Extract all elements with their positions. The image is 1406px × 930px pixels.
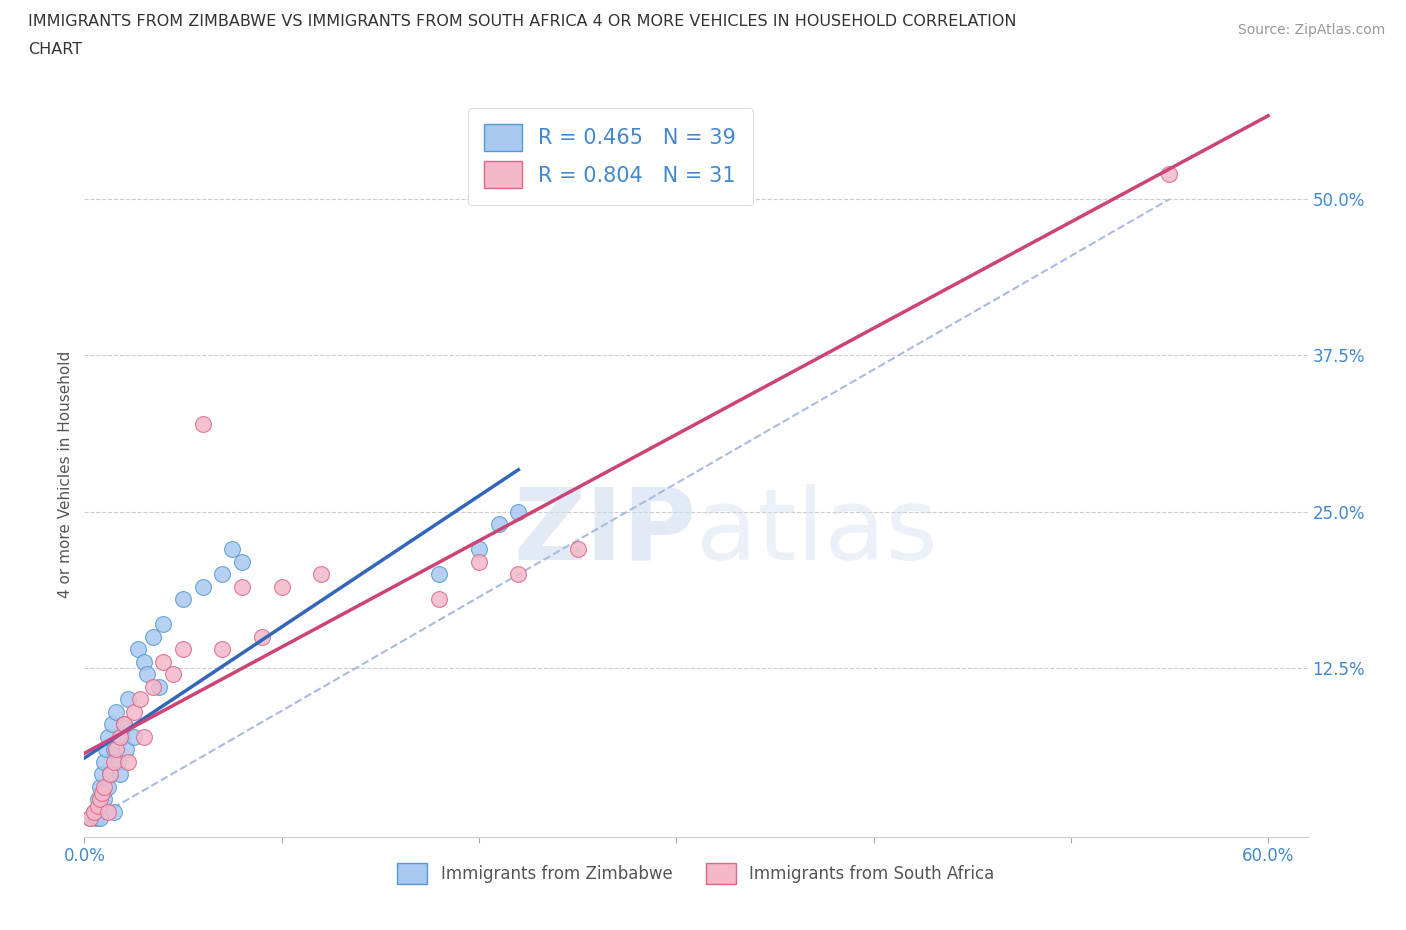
Point [89, 779, 111, 794]
Point [136, 667, 159, 682]
Point [114, 742, 136, 757]
Point [87, 792, 110, 807]
Point [231, 554, 253, 569]
Point [117, 754, 139, 769]
Point [309, 567, 332, 582]
Point [231, 579, 253, 594]
Point [211, 642, 233, 657]
Text: IMMIGRANTS FROM ZIMBABWE VS IMMIGRANTS FROM SOUTH AFRICA 4 OR MORE VEHICLES IN H: IMMIGRANTS FROM ZIMBABWE VS IMMIGRANTS F… [28, 14, 1017, 29]
Point [122, 705, 145, 720]
Point [84, 811, 107, 826]
Point [122, 729, 145, 744]
Point [191, 417, 214, 432]
Point [97, 729, 120, 744]
Point [91, 786, 114, 801]
Point [152, 655, 174, 670]
Point [132, 655, 155, 670]
Text: ZIP: ZIP [513, 484, 696, 581]
Point [508, 567, 530, 582]
Point [117, 692, 139, 707]
Point [103, 754, 125, 769]
Point [97, 779, 120, 794]
Point [112, 717, 135, 732]
Point [91, 767, 114, 782]
Point [148, 680, 170, 695]
Point [567, 542, 589, 557]
Point [79, 811, 101, 826]
Point [172, 642, 194, 657]
Point [429, 567, 451, 582]
Legend: Immigrants from Zimbabwe, Immigrants from South Africa: Immigrants from Zimbabwe, Immigrants fro… [391, 857, 1001, 890]
Point [83, 804, 105, 819]
Point [508, 504, 530, 519]
Point [221, 542, 243, 557]
Point [103, 804, 125, 819]
Point [128, 692, 150, 707]
Point [104, 742, 127, 757]
Point [250, 630, 273, 644]
Text: CHART: CHART [28, 42, 82, 57]
Point [112, 717, 135, 732]
Point [108, 767, 131, 782]
Point [468, 554, 491, 569]
Point [107, 754, 129, 769]
Point [429, 591, 451, 606]
Point [142, 680, 165, 695]
Point [104, 705, 127, 720]
Point [162, 667, 184, 682]
Point [93, 779, 115, 794]
Point [468, 542, 491, 557]
Point [172, 591, 194, 606]
Point [270, 579, 292, 594]
Point [79, 811, 101, 826]
Point [98, 767, 121, 782]
Point [93, 754, 115, 769]
Point [87, 798, 110, 813]
Point [83, 804, 105, 819]
Point [103, 742, 125, 757]
Point [101, 717, 124, 732]
Y-axis label: 4 or more Vehicles in Household: 4 or more Vehicles in Household [58, 351, 73, 598]
Text: Source: ZipAtlas.com: Source: ZipAtlas.com [1237, 23, 1385, 37]
Point [93, 792, 115, 807]
Point [98, 767, 121, 782]
Text: atlas: atlas [696, 484, 938, 581]
Point [211, 567, 233, 582]
Point [94, 742, 117, 757]
Point [89, 792, 111, 807]
Point [127, 642, 149, 657]
Point [89, 811, 111, 826]
Point [1159, 166, 1181, 181]
Point [108, 729, 131, 744]
Point [152, 617, 174, 631]
Point [132, 729, 155, 744]
Point [191, 579, 214, 594]
Point [488, 517, 510, 532]
Point [142, 630, 165, 644]
Point [111, 729, 134, 744]
Point [97, 804, 120, 819]
